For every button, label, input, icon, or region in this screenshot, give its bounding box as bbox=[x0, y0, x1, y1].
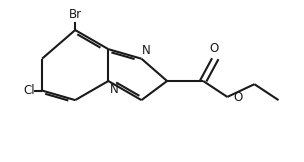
Text: N: N bbox=[142, 44, 151, 57]
Text: Cl: Cl bbox=[23, 84, 35, 97]
Text: N: N bbox=[110, 83, 119, 96]
Text: O: O bbox=[233, 91, 243, 104]
Text: O: O bbox=[209, 42, 218, 55]
Text: Br: Br bbox=[69, 8, 82, 21]
